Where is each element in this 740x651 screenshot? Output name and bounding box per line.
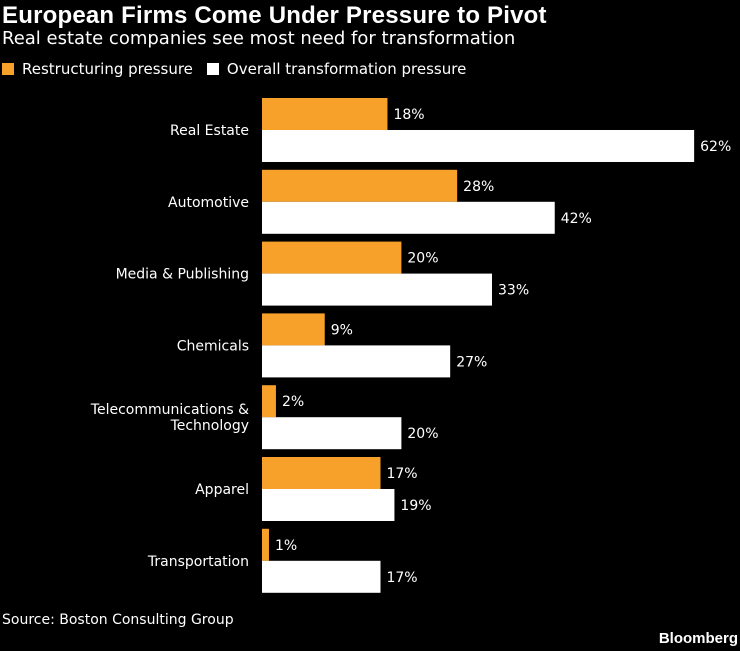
category-label: Real Estate — [170, 123, 249, 139]
legend-swatch-overall — [206, 63, 219, 75]
bar-restructuring — [262, 169, 458, 202]
data-label: 20% — [407, 426, 438, 442]
bar-restructuring — [262, 457, 381, 489]
category-label: Automotive — [168, 195, 249, 211]
bar-overall — [262, 345, 451, 378]
chart-subtitle: Real estate companies see most need for … — [2, 28, 516, 49]
category-label: Media & Publishing — [116, 267, 249, 283]
brand-logo: Bloomberg — [658, 630, 738, 647]
category-label: Apparel — [195, 482, 249, 498]
legend-item-restructuring: Restructuring pressure — [2, 60, 193, 78]
legend-label-overall: Overall transformation pressure — [226, 60, 467, 78]
data-label: 17% — [386, 466, 417, 482]
data-label: 20% — [407, 251, 438, 267]
data-label: 42% — [561, 211, 592, 227]
data-label: 19% — [400, 498, 431, 514]
category-label: Telecommunications & — [90, 402, 249, 418]
bar-overall — [262, 201, 555, 234]
data-label: 2% — [282, 394, 304, 410]
bar-overall — [262, 489, 395, 521]
data-label: 33% — [498, 283, 529, 299]
data-label: 28% — [463, 179, 494, 195]
legend-swatch-restructuring — [2, 63, 14, 75]
bar-overall — [262, 273, 493, 306]
legend: Restructuring pressure Overall transform… — [2, 60, 480, 78]
bar-restructuring — [262, 313, 325, 346]
data-label: 9% — [331, 322, 353, 338]
data-label: 27% — [456, 354, 487, 370]
bar-restructuring — [262, 241, 402, 274]
category-label: Transportation — [147, 554, 249, 570]
bar-restructuring — [262, 385, 276, 418]
data-label: 18% — [393, 107, 424, 123]
bar-restructuring — [262, 98, 388, 130]
category-label: Technology — [170, 418, 249, 434]
bar-overall — [262, 130, 695, 162]
source-note: Source: Boston Consulting Group — [2, 612, 234, 628]
data-label: 1% — [275, 538, 297, 554]
bar-overall — [262, 560, 381, 593]
data-label: 62% — [700, 139, 731, 155]
legend-label-restructuring: Restructuring pressure — [22, 60, 193, 78]
bar-overall — [262, 417, 402, 450]
bar-restructuring — [262, 528, 269, 561]
legend-item-overall: Overall transformation pressure — [206, 60, 467, 78]
chart-title: European Firms Come Under Pressure to Pi… — [2, 2, 547, 29]
data-label: 17% — [386, 570, 417, 586]
category-label: Chemicals — [177, 338, 249, 354]
